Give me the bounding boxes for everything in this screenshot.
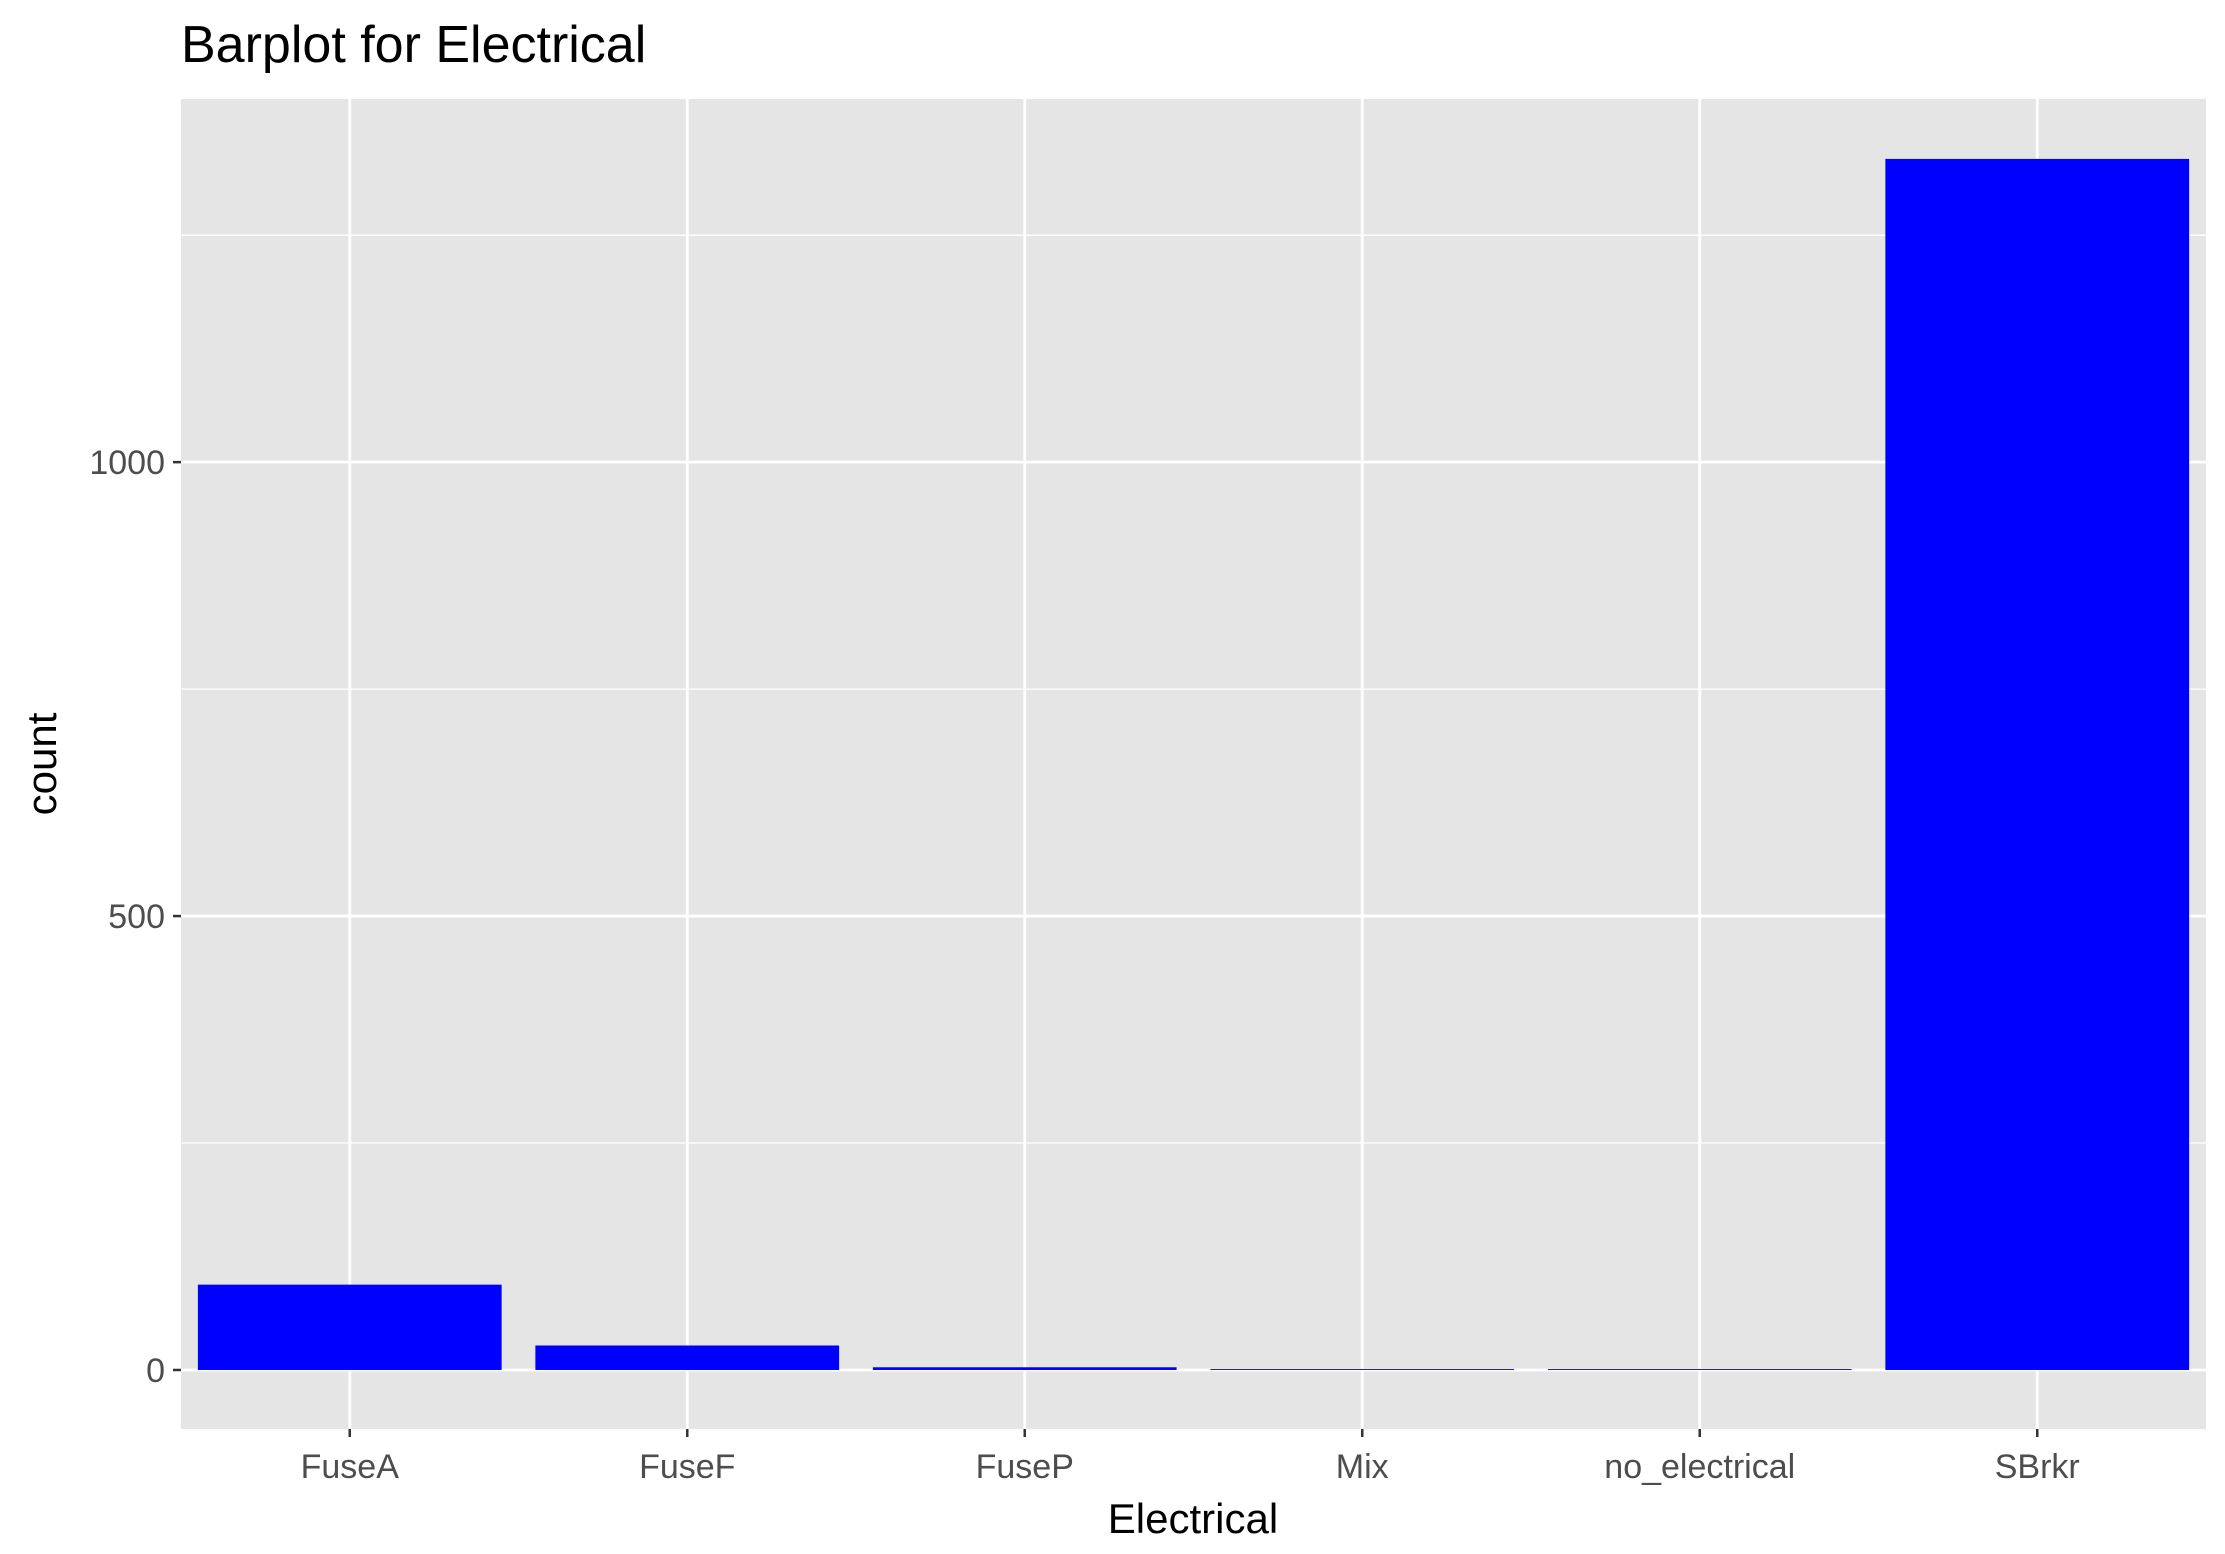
bar-FuseP [872, 1367, 1177, 1370]
y-tick-label: 0 [146, 1352, 165, 1390]
x-tick-label: SBrkr [1995, 1448, 2080, 1486]
bar-FuseF [535, 1345, 840, 1370]
x-axis-title: Electrical [1108, 1495, 1278, 1542]
x-tick-label: no_electrical [1604, 1448, 1795, 1486]
y-tick-label: 1000 [89, 444, 165, 482]
y-tick-label: 500 [108, 898, 165, 936]
x-tick-label: FuseF [639, 1448, 735, 1486]
x-tick-label: FuseA [301, 1448, 400, 1486]
bar-SBrkr [1885, 158, 2190, 1370]
chart-title: Barplot for Electrical [181, 16, 646, 74]
axes: 0 500 1000 FuseA FuseF FuseP Mix no_electrical S… [89, 444, 2079, 1486]
grid-lines [181, 99, 2206, 1429]
x-tick-label: FuseP [976, 1448, 1074, 1486]
bar-no_electrical [1547, 1369, 1852, 1370]
y-axis-title: count [18, 712, 65, 815]
bars [197, 158, 2190, 1370]
x-tick-label: Mix [1336, 1448, 1389, 1486]
bar-Mix [1210, 1369, 1515, 1370]
plot-panel [181, 99, 2206, 1429]
bar-FuseA [197, 1284, 502, 1370]
